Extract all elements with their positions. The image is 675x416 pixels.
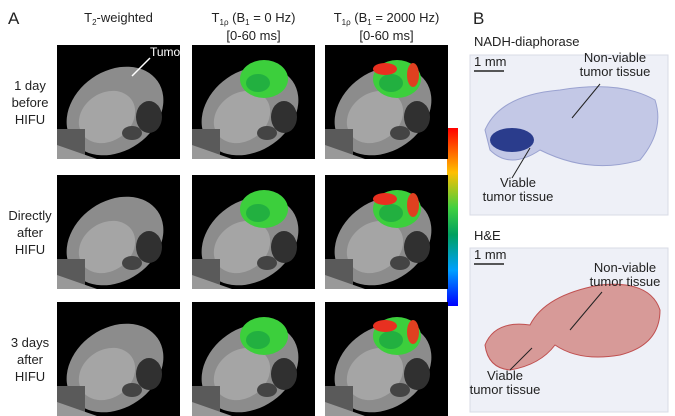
region-label: Viable (500, 175, 536, 190)
mri-image (49, 302, 181, 416)
column-range: [0-60 ms] (226, 28, 280, 43)
t1rho-high (373, 63, 397, 75)
region-label: Non-viable (594, 260, 656, 275)
mri-slice (49, 45, 181, 174)
column-range: [0-60 ms] (359, 28, 413, 43)
region-label: tumor tissue (483, 189, 554, 204)
mri-image (317, 45, 449, 174)
title-part: T (212, 10, 220, 25)
t1rho-map-inner (246, 204, 270, 222)
colorbar (447, 128, 458, 306)
pointer (509, 347, 533, 371)
panel-a: T2-weighted T1ρ (B1 = 0 Hz)[0-60 ms]T1ρ (… (8, 10, 449, 416)
region-label: tumor tissue (470, 382, 541, 397)
region-label: tumor tissue (580, 64, 651, 79)
scale-label: 1 mm (474, 54, 507, 69)
pointer (571, 83, 601, 119)
region-label: Viable (487, 368, 523, 383)
subscript: 1 (245, 18, 250, 27)
title-part: T (84, 10, 92, 25)
title-part: (B (229, 10, 246, 25)
title-part: -weighted (97, 10, 153, 25)
t1rho-map-inner (379, 74, 403, 92)
title-part: = 2000 Hz) (372, 10, 440, 25)
panel-label: A (8, 9, 20, 28)
mri-image (317, 175, 449, 304)
pointer (511, 147, 531, 179)
region-label: Non-viable (584, 50, 646, 65)
row-label: 3 days (11, 335, 50, 350)
annotation: Tumor (150, 45, 184, 59)
title-part: (B (351, 10, 368, 25)
t1rho-high (407, 193, 419, 217)
mri-image (49, 45, 181, 174)
region-label: tumor tissue (590, 274, 661, 289)
t1rho-high (407, 63, 419, 87)
subscript: 2 (92, 18, 97, 27)
mri-slice (49, 302, 181, 416)
column-title: T1ρ (B1 = 2000 Hz) (334, 10, 440, 27)
subscript: 1 (367, 18, 372, 27)
mri-image (184, 302, 316, 416)
mri-image (184, 175, 316, 304)
stain-title: NADH-diaphorase (474, 34, 580, 49)
subscript: 1ρ (220, 18, 229, 27)
title-part: = 0 Hz) (250, 10, 296, 25)
t1rho-high (373, 320, 397, 332)
mri-slice (184, 302, 316, 416)
column-title: T2-weighted (84, 10, 153, 27)
t1rho-map-inner (246, 331, 270, 349)
mri-slice (49, 175, 181, 304)
t1rho-map-inner (379, 331, 403, 349)
column-title: T1ρ (B1 = 0 Hz) (212, 10, 296, 27)
stain-title: H&E (474, 228, 501, 243)
viable-region (490, 128, 534, 152)
title-part: T (334, 10, 342, 25)
t1rho-high (407, 320, 419, 344)
mri-slice (317, 302, 449, 416)
row-label: HIFU (15, 112, 45, 127)
t1rho-map-inner (379, 204, 403, 222)
row-label: before (12, 95, 49, 110)
row-label: Directly (8, 208, 52, 223)
row-label: 1 day (14, 78, 46, 93)
row-label: HIFU (15, 242, 45, 257)
annotation-arrow (131, 57, 151, 77)
row-label: after (17, 225, 44, 240)
mri-image (184, 45, 316, 174)
t1rho-map-inner (246, 74, 270, 92)
mri-image (317, 302, 449, 416)
row-label: HIFU (15, 369, 45, 384)
subscript: 1ρ (342, 18, 351, 27)
pointer (569, 291, 603, 331)
row-label: after (17, 352, 44, 367)
panel-label: B (473, 9, 484, 28)
mri-image (49, 175, 181, 304)
scale-label: 1 mm (474, 247, 507, 262)
t1rho-high (373, 193, 397, 205)
